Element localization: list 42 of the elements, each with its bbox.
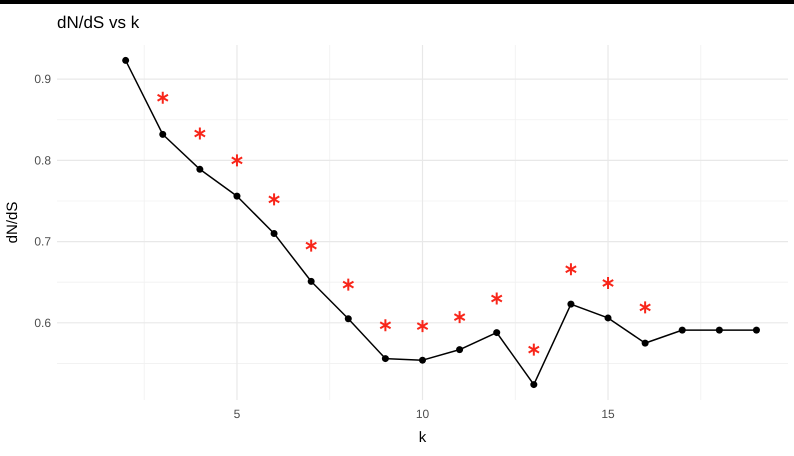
x-tick-label: 15 [601, 407, 616, 421]
point [716, 326, 723, 334]
point [230, 153, 244, 168]
point [270, 230, 278, 237]
point [194, 126, 206, 141]
point [342, 278, 354, 292]
x-tick-label: 10 [416, 407, 430, 421]
point [304, 238, 318, 253]
y-axis-title: dN/dS [4, 202, 21, 244]
y-tick-label: 0.8 [34, 153, 52, 168]
point [752, 326, 760, 334]
point [564, 262, 578, 276]
point [233, 192, 240, 200]
point [159, 130, 166, 138]
point [122, 56, 130, 64]
point [490, 291, 503, 306]
x-tick-label: 5 [234, 407, 241, 421]
point [528, 342, 540, 357]
point [382, 355, 389, 362]
point [196, 166, 204, 173]
point [642, 340, 649, 347]
point [567, 300, 574, 308]
x-axis-title: k [418, 429, 427, 446]
point [493, 329, 500, 336]
point [344, 315, 352, 322]
point [268, 192, 280, 206]
point [379, 318, 392, 332]
point [419, 356, 426, 364]
point [638, 300, 652, 314]
y-tick-label: 0.7 [34, 234, 52, 249]
point [602, 276, 614, 290]
point [156, 90, 169, 105]
chart-title: dN/dS vs k [57, 13, 140, 32]
point [453, 310, 466, 324]
point [456, 346, 464, 354]
point [604, 314, 612, 322]
point [530, 381, 538, 388]
point [678, 326, 686, 334]
point [416, 319, 429, 334]
point [308, 278, 315, 285]
y-tick-label: 0.6 [34, 316, 52, 330]
y-tick-label: 0.9 [34, 72, 52, 86]
